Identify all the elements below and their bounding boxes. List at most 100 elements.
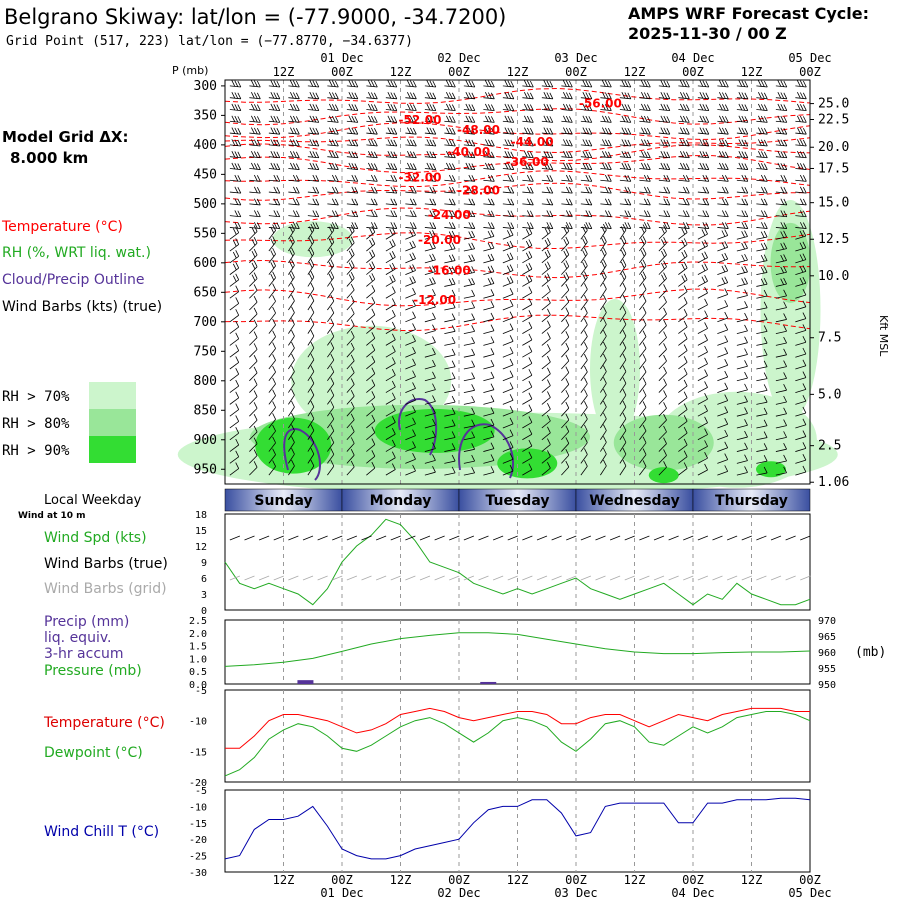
wind-barb-flag — [391, 227, 396, 234]
wind-barb-flag — [391, 368, 396, 376]
wind-barb-shaft — [600, 191, 612, 194]
wind-barb-flag — [276, 210, 281, 217]
wind-barb-flag — [682, 198, 687, 205]
wind-barb-flag — [373, 116, 378, 123]
wind-barb-flag — [796, 103, 801, 111]
wind-barb-shaft — [288, 229, 295, 240]
wind-barbs-true-label: Wind Barbs (true) — [44, 556, 168, 572]
surface-wind-barb — [683, 535, 694, 541]
wind-barb-shaft — [795, 365, 807, 370]
wind-barb-shaft — [483, 365, 495, 370]
wind-barb-flag — [270, 139, 275, 146]
wind-barb-flag — [391, 274, 396, 281]
wind-barb-flag — [584, 342, 588, 349]
wind-barb-shaft — [756, 236, 768, 240]
grid-wind-barb — [741, 575, 752, 581]
legend-cloud: Cloud/Precip Outline — [2, 272, 145, 288]
wind-barb-shaft — [561, 230, 570, 240]
wind-barb-flag — [373, 92, 378, 99]
wind-barb-flag — [451, 210, 456, 217]
wind-barb-flag — [412, 264, 416, 271]
wind-barb-shaft — [639, 215, 651, 218]
wind-barb-flag — [272, 236, 276, 243]
hour-tick-label: 12Z — [507, 65, 529, 79]
wind-barb-shaft — [327, 348, 335, 358]
wind-barb-flag — [704, 334, 708, 341]
wind-barb-shaft — [736, 283, 748, 287]
wind-barb-flag — [465, 103, 470, 111]
wind-barb-shaft — [736, 330, 748, 334]
grid-wind-barb — [785, 575, 796, 581]
wind-barb-shaft — [463, 437, 475, 441]
wind-barb-flag — [763, 175, 768, 182]
hour-tick-label: 00Z — [331, 873, 353, 887]
wind-barb-flag — [718, 80, 723, 87]
wind-barb-flag — [235, 309, 240, 316]
wind-barb-flag — [682, 127, 687, 135]
wind-barb-shaft — [775, 85, 787, 88]
wind-barb-flag — [568, 210, 573, 217]
wind-barb-flag — [663, 354, 667, 362]
wind-barb-flag — [679, 139, 684, 146]
wind-barb-flag — [724, 429, 729, 437]
wind-barb-flag — [350, 319, 355, 326]
wind-barb-flag — [409, 151, 414, 158]
wind-barb-flag — [234, 127, 239, 135]
wind-barb-shaft — [502, 364, 514, 370]
wind-barb-shaft — [756, 413, 768, 417]
wind-barb-flag — [445, 115, 450, 122]
wind-barb-flag — [624, 210, 629, 217]
wind-barb-flag — [409, 92, 414, 99]
wind-barb-shaft — [444, 132, 456, 135]
wind-barb-shaft — [717, 305, 728, 311]
wind-barb-shaft — [288, 383, 295, 393]
wind-barb-flag — [621, 139, 626, 146]
wind-barb-flag — [468, 139, 473, 146]
wind-barb-shaft — [385, 256, 396, 264]
wind-barb-flag — [235, 379, 240, 387]
wind-barb-flag — [799, 174, 804, 182]
wind-barb-shaft — [424, 318, 436, 323]
wind-barb-flag — [741, 222, 746, 229]
wind-barb-shaft — [229, 168, 241, 170]
wind-barb-flag — [237, 116, 242, 123]
wind-barb-flag — [270, 162, 275, 170]
wind-barb-flag — [330, 247, 335, 255]
wind-barb-flag — [528, 357, 533, 364]
wind-barb-shaft — [502, 470, 514, 476]
wind-barb-shaft — [346, 360, 355, 370]
wind-barb-shaft — [619, 442, 627, 452]
wind-barb-flag — [582, 261, 586, 269]
wind-barb-flag — [660, 139, 665, 146]
wind-barb-shaft — [678, 144, 690, 147]
wind-barb-shaft — [385, 215, 397, 218]
wind-barb-flag — [253, 319, 258, 326]
wind-barb-shaft — [561, 168, 573, 170]
wind-barb-flag — [371, 273, 376, 280]
wind-barb-shaft — [580, 97, 592, 100]
wind-barb-shaft — [678, 255, 688, 264]
wind-barb-flag — [448, 104, 453, 111]
wind-barb-shaft — [541, 227, 553, 229]
wind-barb-shaft — [717, 317, 728, 323]
wind-barb-flag — [445, 150, 450, 158]
wind-barb-flag — [328, 226, 333, 233]
wind-barb-shaft — [658, 179, 670, 182]
wind-barb-shaft — [619, 465, 627, 476]
wind-barb-flag — [315, 80, 320, 88]
temperature-contour-label: -12.00 — [413, 293, 456, 307]
temp-panel-tick-label: -15 — [189, 747, 207, 758]
wind-barb-flag — [683, 332, 688, 339]
wind-barb-flag — [451, 348, 456, 356]
wind-barb-shaft — [249, 227, 261, 229]
wind-barb-flag — [525, 264, 530, 271]
wind-barb-flag — [663, 437, 667, 444]
wind-barb-shaft — [522, 233, 533, 240]
weekday-label: Monday — [370, 493, 432, 509]
wind-barb-flag — [783, 431, 787, 438]
wind-barb-shaft — [678, 203, 690, 206]
wind-barb-shaft — [736, 460, 748, 464]
wind-barb-shaft — [229, 397, 239, 405]
wind-barb-flag — [426, 127, 431, 134]
wind-barb-flag — [660, 115, 665, 122]
